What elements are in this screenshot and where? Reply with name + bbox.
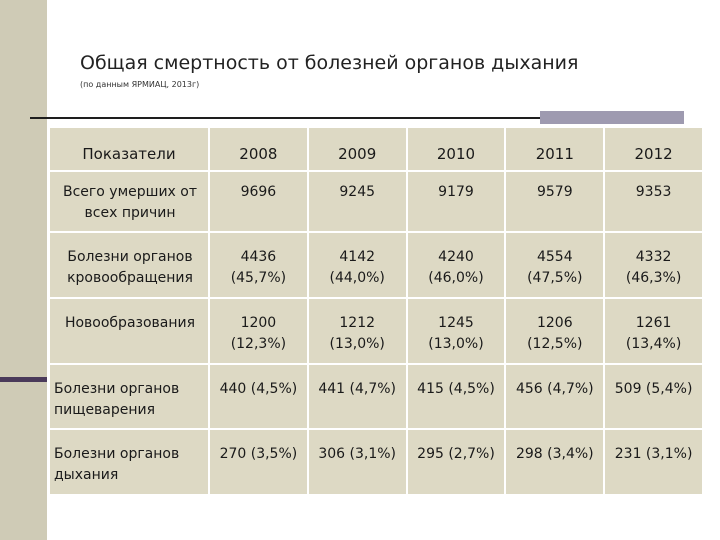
table-cell: 4554 (47,5%): [506, 233, 604, 297]
table-cell: 441 (4,7%): [308, 364, 406, 429]
header-year: 2009: [308, 128, 406, 171]
row-label: Болезни органов дыхания: [50, 430, 208, 494]
table-row: Болезни органов пищеварения 440 (4,5%) 4…: [50, 364, 702, 429]
title-divider: [30, 117, 684, 119]
title-divider-accent: [540, 111, 684, 124]
row-label: Болезни органов пищеварения: [50, 364, 208, 429]
table-cell: 4142 (44,0%): [308, 233, 406, 297]
header-year: 2011: [506, 128, 604, 171]
table-cell: 1261 (13,4%): [605, 298, 702, 363]
mortality-table: Показатели 2008 2009 2010 2011 2012 Всег…: [48, 126, 704, 496]
header-year: 2010: [407, 128, 505, 171]
table-cell: 9179: [407, 172, 505, 232]
table-cell: 298 (3,4%): [506, 430, 604, 494]
table-cell: 456 (4,7%): [506, 364, 604, 429]
table-row: Болезни органов кровообращения 4436 (45,…: [50, 233, 702, 297]
table-row: Всего умерших от всех причин 9696 9245 9…: [50, 172, 702, 232]
table-row: Новообразования 1200 (12,3%) 1212 (13,0%…: [50, 298, 702, 363]
slide-title: Общая смертность от болезней органов дых…: [80, 52, 579, 74]
table-cell: 1200 (12,3%): [210, 298, 307, 363]
table-cell: 1245 (13,0%): [407, 298, 505, 363]
table-cell: 4332 (46,3%): [605, 233, 702, 297]
table-header-row: Показатели 2008 2009 2010 2011 2012: [50, 128, 702, 171]
row-label: Болезни органов кровообращения: [50, 233, 208, 297]
table-cell: 295 (2,7%): [407, 430, 505, 494]
table-cell: 440 (4,5%): [210, 364, 307, 429]
header-indicators: Показатели: [50, 128, 208, 171]
left-decorative-bar: [0, 0, 47, 540]
slide-subtitle: (по данным ЯРМИАЦ, 2013г): [80, 80, 200, 89]
header-year: 2012: [605, 128, 702, 171]
table-cell: 9353: [605, 172, 702, 232]
table-row: Болезни органов дыхания 270 (3,5%) 306 (…: [50, 430, 702, 494]
table-cell: 1206 (12,5%): [506, 298, 604, 363]
table-cell: 270 (3,5%): [210, 430, 307, 494]
table-cell: 9696: [210, 172, 307, 232]
table-cell: 231 (3,1%): [605, 430, 702, 494]
left-decorative-rule: [0, 377, 47, 382]
row-label: Всего умерших от всех причин: [50, 172, 208, 232]
table-cell: 306 (3,1%): [308, 430, 406, 494]
row-label: Новообразования: [50, 298, 208, 363]
table-cell: 9579: [506, 172, 604, 232]
header-year: 2008: [210, 128, 307, 171]
table-cell: 1212 (13,0%): [308, 298, 406, 363]
table-cell: 9245: [308, 172, 406, 232]
table-cell: 415 (4,5%): [407, 364, 505, 429]
table-cell: 4436 (45,7%): [210, 233, 307, 297]
table-cell: 509 (5,4%): [605, 364, 702, 429]
table-cell: 4240 (46,0%): [407, 233, 505, 297]
